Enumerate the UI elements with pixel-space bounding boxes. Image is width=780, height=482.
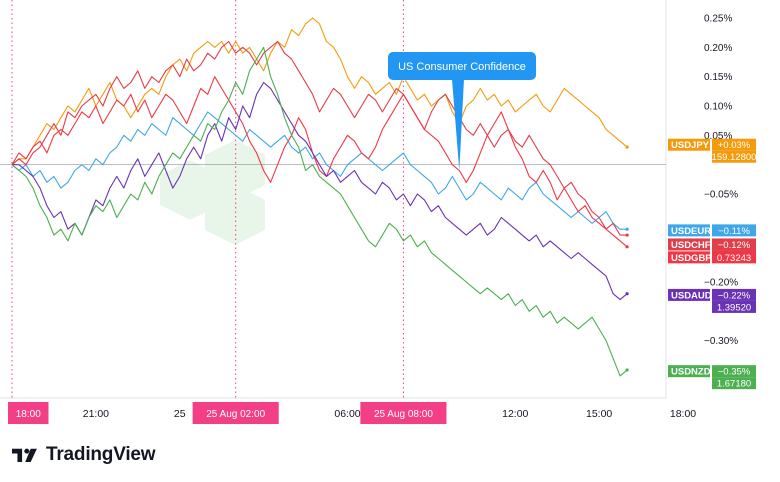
series-end-point [625,245,629,249]
tradingview-logo-icon [12,448,37,462]
series-end-point [625,145,629,149]
x-tick-label: 25 [174,408,186,420]
symbol-tag[interactable] [668,251,710,264]
value-tag-text: −0.12% [718,240,751,251]
value-tag [712,288,756,301]
brand-name: TradingView [46,444,156,465]
value-tag-text: 1.39520 [717,302,751,313]
value-tag [712,138,756,151]
value-tag [712,150,756,163]
symbol-tag[interactable] [668,238,710,251]
value-tag-text: −0.35% [718,367,751,378]
symbol-tag-name: USDGBP [671,253,712,264]
value-tag [712,224,756,237]
value-tag [712,377,756,390]
value-tag-text: −0.22% [718,290,751,301]
value-tag [712,300,756,313]
series-line-usdnzd [11,46,628,377]
series-end-point [625,368,629,372]
y-tick-label: 0.10% [704,102,732,113]
symbol-tag[interactable] [668,288,710,301]
x-tick-highlight [8,402,49,424]
x-tick-label: 18:00 [16,409,41,420]
series-end-point [625,227,629,231]
y-tick-label: −0.30% [704,336,738,347]
y-tick-label: 0.05% [704,131,732,142]
series-line-usdaud [12,81,628,301]
x-tick-highlight [360,402,447,424]
value-tag-text: 1.67180 [717,379,751,390]
series-line-usdchf [11,40,628,236]
series-end-point [625,292,629,296]
x-tick-label: 25 Aug 02:00 [206,409,265,420]
y-tick-label: 0.20% [704,43,732,54]
series-line-usdjpy [11,17,628,166]
value-tag [712,365,756,378]
value-tag-text: 0.73243 [717,253,751,264]
event-callout-text: US Consumer Confidence [398,61,526,73]
y-tick-label: 0.15% [704,72,732,83]
x-tick-label: 12:00 [502,408,528,420]
symbol-tag[interactable] [668,365,710,378]
watermark-logo [160,140,265,245]
symbol-tag[interactable] [668,224,710,237]
y-tick-label: −0.20% [704,278,738,289]
symbol-tag-name: USDCHF [671,240,711,251]
value-tag-text: 159.12800 [712,152,757,163]
x-tick-highlight [192,402,279,424]
value-tag-text: −0.11% [718,226,750,237]
x-tick-label: 06:00 [334,408,360,420]
symbol-tag-name: USDJPY [671,140,710,151]
y-tick-label: −0.05% [704,190,738,201]
x-tick-label: 18:00 [670,408,696,420]
value-tag [712,238,756,251]
tradingview-brand[interactable]: TradingView [12,444,156,466]
symbol-tag[interactable] [668,138,710,151]
series-line-usdeur [11,111,628,230]
value-tag [712,251,756,264]
event-callout-box[interactable] [388,52,536,80]
series-line-usdgbp [11,76,628,248]
symbol-tag-name: USDAUD [671,290,712,301]
symbol-tag-name: USDEUR [671,226,711,237]
y-tick-label: 0.25% [704,14,732,25]
series-end-point [625,233,629,237]
x-tick-label: 21:00 [83,408,109,420]
symbol-tag-name: USDNZD [671,367,711,378]
x-tick-label: 25 Aug 08:00 [374,409,433,420]
value-tag-text: +0.03% [718,140,751,151]
x-tick-label: 15:00 [586,408,612,420]
event-callout-pointer [452,79,464,171]
